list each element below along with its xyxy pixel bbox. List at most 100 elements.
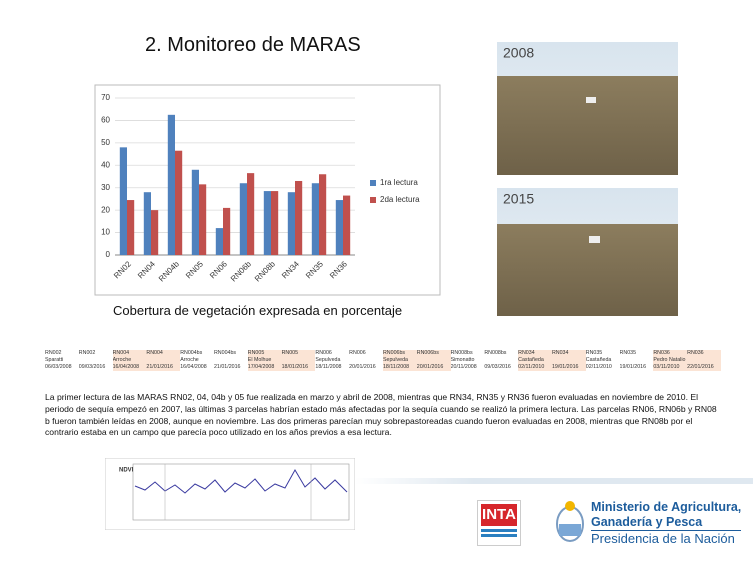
bar bbox=[343, 196, 350, 255]
plot-id: RN036 bbox=[653, 350, 687, 357]
bar bbox=[199, 184, 206, 255]
bar bbox=[312, 183, 319, 255]
plot-id: RN005 bbox=[248, 350, 282, 357]
reading-date: 20/01/2016 bbox=[349, 364, 383, 371]
id-row: RN035RN035 bbox=[586, 350, 654, 357]
bar bbox=[336, 200, 343, 255]
legend-label: 2da lectura bbox=[380, 195, 420, 204]
table-group: RN002RN002Sparatti06/03/200809/03/2016 bbox=[45, 350, 113, 371]
bar bbox=[319, 174, 326, 255]
name-row: Castañeda bbox=[518, 357, 586, 364]
reading-date: 22/01/2016 bbox=[687, 364, 721, 371]
plot-id: RN035 bbox=[620, 350, 654, 357]
y-tick-label: 60 bbox=[101, 116, 110, 125]
bar bbox=[192, 170, 199, 255]
reading-date: 17/04/2008 bbox=[248, 364, 282, 371]
photo-2015: 2015 bbox=[497, 188, 678, 316]
name-row: Sepulveda bbox=[315, 357, 383, 364]
y-tick-label: 50 bbox=[101, 138, 110, 147]
reading-date: 20/11/2008 bbox=[451, 364, 485, 371]
bar bbox=[295, 181, 302, 255]
plot-id: RN002 bbox=[79, 350, 113, 357]
reading-date: 02/11/2010 bbox=[518, 364, 552, 371]
table-group: RN006RN006Sepulveda18/11/200820/01/2016 bbox=[315, 350, 383, 371]
plot-id: RN035 bbox=[586, 350, 620, 357]
plot-id: RN002 bbox=[45, 350, 79, 357]
reading-date: 03/11/2010 bbox=[653, 364, 687, 371]
bar bbox=[247, 173, 254, 255]
y-tick-label: 30 bbox=[101, 183, 110, 192]
name-row: Arroche bbox=[113, 357, 181, 364]
photos: 2008 2015 bbox=[497, 42, 678, 316]
reading-date: 18/11/2008 bbox=[383, 364, 417, 371]
slide: 2. Monitoreo de MARAS 010203040506070RN0… bbox=[0, 0, 753, 566]
photo-label: 2015 bbox=[503, 191, 534, 207]
reading-date: 18/01/2016 bbox=[282, 364, 316, 371]
y-tick-label: 10 bbox=[101, 228, 110, 237]
reading-date: 16/04/2008 bbox=[180, 364, 214, 371]
reading-date: 21/01/2016 bbox=[214, 364, 248, 371]
ministry-line: Ministerio de Agricultura, bbox=[591, 500, 741, 515]
plot-id: RN004 bbox=[113, 350, 147, 357]
owner-name: Sparatti bbox=[45, 357, 112, 364]
plot-id: RN004bs bbox=[180, 350, 214, 357]
paragraph: La primer lectura de las MARAS RN02, 04,… bbox=[45, 392, 723, 439]
plot-id: RN034 bbox=[552, 350, 586, 357]
presidency: Presidencia de la Nación bbox=[591, 530, 741, 546]
date-row: 18/11/200820/01/2016 bbox=[383, 364, 451, 371]
plot-id: RN034 bbox=[518, 350, 552, 357]
reading-date: 20/01/2016 bbox=[417, 364, 451, 371]
plot-id: RN005 bbox=[282, 350, 316, 357]
id-row: RN036RN036 bbox=[653, 350, 721, 357]
legend-swatch bbox=[370, 197, 376, 203]
legend-swatch bbox=[370, 180, 376, 186]
chart-caption: Cobertura de vegetación expresada en por… bbox=[113, 303, 402, 318]
name-row: Sparatti bbox=[45, 357, 113, 364]
bar bbox=[240, 183, 247, 255]
ministry-line: Ganadería y Pesca bbox=[591, 515, 741, 530]
plot-id: RN004 bbox=[146, 350, 180, 357]
plot-id: RN006bs bbox=[417, 350, 451, 357]
bar bbox=[120, 147, 127, 255]
id-row: RN006bsRN006bs bbox=[383, 350, 451, 357]
inta-logo: INTA bbox=[477, 500, 521, 546]
plot-id: RN004bs bbox=[214, 350, 248, 357]
owner-name: Arroche bbox=[180, 357, 247, 364]
y-tick-label: 20 bbox=[101, 205, 110, 214]
plot-id: RN036 bbox=[687, 350, 721, 357]
inta-text: INTA bbox=[481, 504, 517, 526]
owner-name: Sepulveda bbox=[383, 357, 450, 364]
reading-date: 19/01/2016 bbox=[620, 364, 654, 371]
reading-date: 16/04/2008 bbox=[113, 364, 147, 371]
photo-label: 2008 bbox=[503, 45, 534, 61]
owner-name: Castañeda bbox=[518, 357, 585, 364]
ndvi-label: NDVI bbox=[119, 468, 134, 474]
name-row: Pedro Natalio bbox=[653, 357, 721, 364]
name-row: Arroche bbox=[180, 357, 248, 364]
ministry: Ministerio de Agricultura, Ganadería y P… bbox=[591, 500, 741, 546]
coat-of-arms bbox=[553, 500, 587, 550]
plot-id: RN008bs bbox=[451, 350, 485, 357]
plot-id: RN006bs bbox=[383, 350, 417, 357]
reading-date: 06/03/2008 bbox=[45, 364, 79, 371]
reading-date: 19/01/2016 bbox=[552, 364, 586, 371]
y-tick-label: 40 bbox=[101, 160, 110, 169]
id-row: RN005RN005 bbox=[248, 350, 316, 357]
bar bbox=[144, 192, 151, 255]
bar bbox=[264, 191, 271, 255]
